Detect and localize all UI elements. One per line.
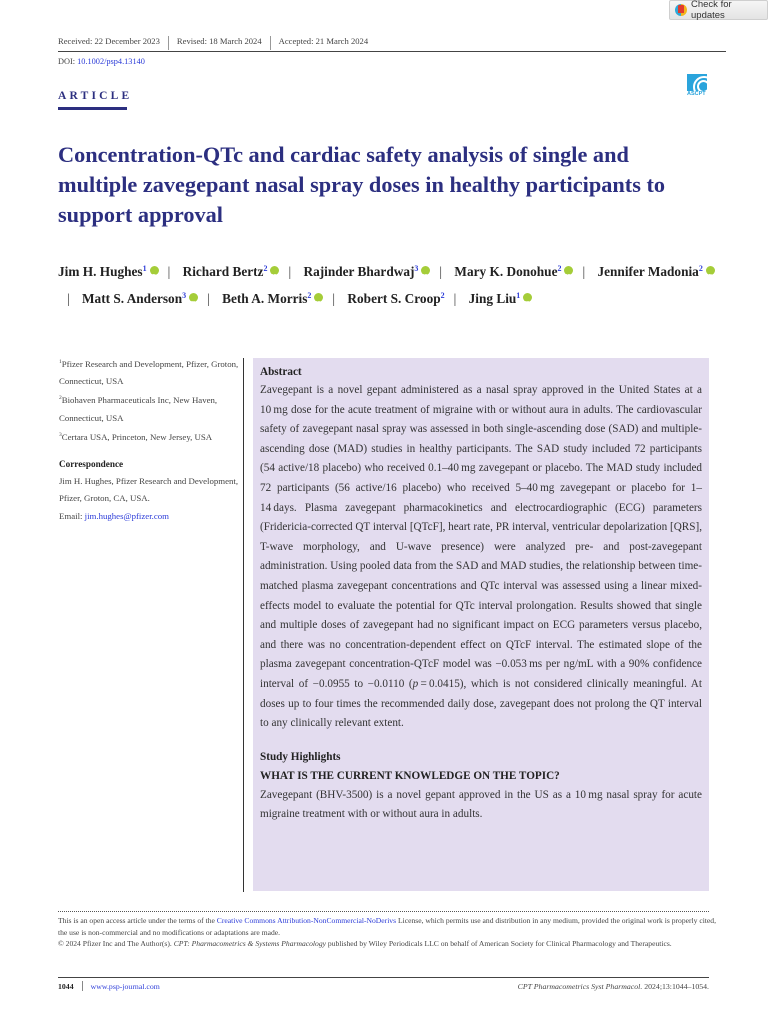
article-type-label: ARTICLE	[58, 90, 133, 102]
column-divider	[243, 358, 244, 892]
divider	[167, 36, 169, 50]
affiliation-2: 2Biohaven Pharmaceuticals Inc, New Haven…	[59, 395, 218, 423]
article-title: Concentration-QTc and cardiac safety ana…	[58, 142, 666, 227]
footer-divider	[58, 977, 709, 978]
abstract-body: Zavegepant is a novel gepant administere…	[260, 384, 702, 730]
author-name[interactable]: Rajinder Bhardwaj	[303, 264, 415, 279]
study-highlights-heading: Study Highlights	[260, 750, 341, 763]
author-name[interactable]: Jing Liu	[468, 290, 517, 306]
abstract-box: Abstract Zavegepant is a novel gepant ad…	[253, 358, 709, 891]
affiliation-3: 3Certara USA, Princeton, New Jersey, USA	[59, 431, 213, 442]
correspondence-heading: Correspondence	[59, 459, 124, 470]
article-dates: Received: 22 December 2023 Revised: 18 M…	[58, 36, 726, 52]
author-name[interactable]: Richard Bertz	[182, 264, 264, 279]
doi-label: DOI:	[58, 57, 78, 66]
affiliation-ref[interactable]: 1	[142, 264, 147, 273]
check-updates-label: Check for updates	[691, 0, 732, 21]
doi-link[interactable]: 10.1002/psp4.13140	[77, 57, 145, 66]
divider	[81, 981, 83, 991]
revised-date: Revised: 18 March 2024	[176, 36, 262, 46]
ascpt-logo: ASCPT	[687, 74, 709, 98]
orcid-icon[interactable]	[149, 266, 159, 290]
affiliation-ref[interactable]: 2	[263, 264, 268, 273]
study-highlights-answer: Zavegepant (BHV-3500) is a novel gepant …	[260, 788, 702, 820]
journal-website-link[interactable]: www.psp-journal.com	[90, 981, 160, 991]
email-link[interactable]: jim.hughes@pfizer.com	[84, 510, 169, 521]
author-name[interactable]: Matt S. Anderson	[82, 290, 183, 306]
orcid-icon[interactable]	[189, 292, 199, 316]
ascpt-logo-icon	[687, 74, 707, 91]
affiliation-ref[interactable]: 2	[307, 290, 312, 300]
affiliation-1: 1Pfizer Research and Development, Pfizer…	[59, 359, 239, 387]
crossmark-icon	[675, 4, 687, 16]
orcid-icon[interactable]	[314, 292, 324, 316]
affiliation-ref[interactable]: 1	[516, 290, 521, 300]
orcid-icon[interactable]	[564, 266, 574, 290]
page-number: 1044	[58, 981, 74, 991]
author-separator: |	[332, 290, 336, 306]
author-separator: |	[453, 290, 457, 306]
orcid-icon[interactable]	[270, 266, 280, 290]
author-separator: |	[288, 264, 292, 279]
article-type-underline	[58, 107, 127, 110]
cc-license-link[interactable]: Creative Commons Attribution-NonCommerci…	[216, 916, 397, 925]
author-name[interactable]: Mary K. Donohue	[454, 264, 558, 279]
author-separator: |	[582, 264, 586, 279]
orcid-icon[interactable]	[421, 266, 431, 290]
citation: CPT Pharmacometrics Syst Pharmacol. 2024…	[517, 981, 709, 991]
author-name[interactable]: Jennifer Madonia	[597, 264, 699, 279]
correspondence-text: Jim H. Hughes, Pfizer Research and Devel…	[59, 476, 239, 504]
author-name[interactable]: Beth A. Morris	[222, 290, 308, 306]
doi: DOI: 10.1002/psp4.13140	[58, 57, 145, 66]
check-for-updates-button[interactable]: Check for updates	[669, 0, 768, 21]
affiliation-ref[interactable]: 3	[414, 264, 419, 273]
license-divider	[58, 911, 709, 912]
affiliation-ref[interactable]: 2	[698, 264, 703, 273]
author-separator: |	[207, 290, 210, 306]
orcid-icon[interactable]	[523, 292, 533, 316]
author-separator: |	[167, 264, 171, 279]
study-highlights-question: WHAT IS THE CURRENT KNOWLEDGE ON THE TOP…	[260, 769, 560, 782]
orcid-icon[interactable]	[705, 266, 715, 290]
author-list: Jim H. Hughes1| Richard Bertz2| Rajinder…	[58, 257, 718, 316]
affiliations: 1Pfizer Research and Development, Pfizer…	[59, 354, 239, 525]
author-name[interactable]: Robert S. Croop	[347, 290, 441, 306]
divider	[269, 36, 271, 50]
affiliation-ref[interactable]: 3	[182, 290, 187, 300]
ascpt-logo-text: ASCPT	[687, 91, 706, 97]
author-separator: |	[67, 290, 70, 306]
journal-name: CPT: Pharmacometrics & Systems Pharmacol…	[173, 939, 326, 949]
license-text: This is an open access article under the…	[58, 916, 716, 949]
author-separator: |	[439, 264, 443, 279]
abstract-heading: Abstract	[260, 366, 302, 378]
accepted-date: Accepted: 21 March 2024	[278, 36, 369, 46]
affiliation-ref[interactable]: 2	[440, 290, 445, 300]
correspondence-email: Email: jim.hughes@pfizer.com	[59, 510, 169, 521]
received-date: Received: 22 December 2023	[58, 36, 160, 46]
author-name[interactable]: Jim H. Hughes	[58, 264, 143, 279]
affiliation-ref[interactable]: 2	[557, 264, 562, 273]
page-footer: 1044 www.psp-journal.com CPT Pharmacomet…	[58, 980, 709, 992]
